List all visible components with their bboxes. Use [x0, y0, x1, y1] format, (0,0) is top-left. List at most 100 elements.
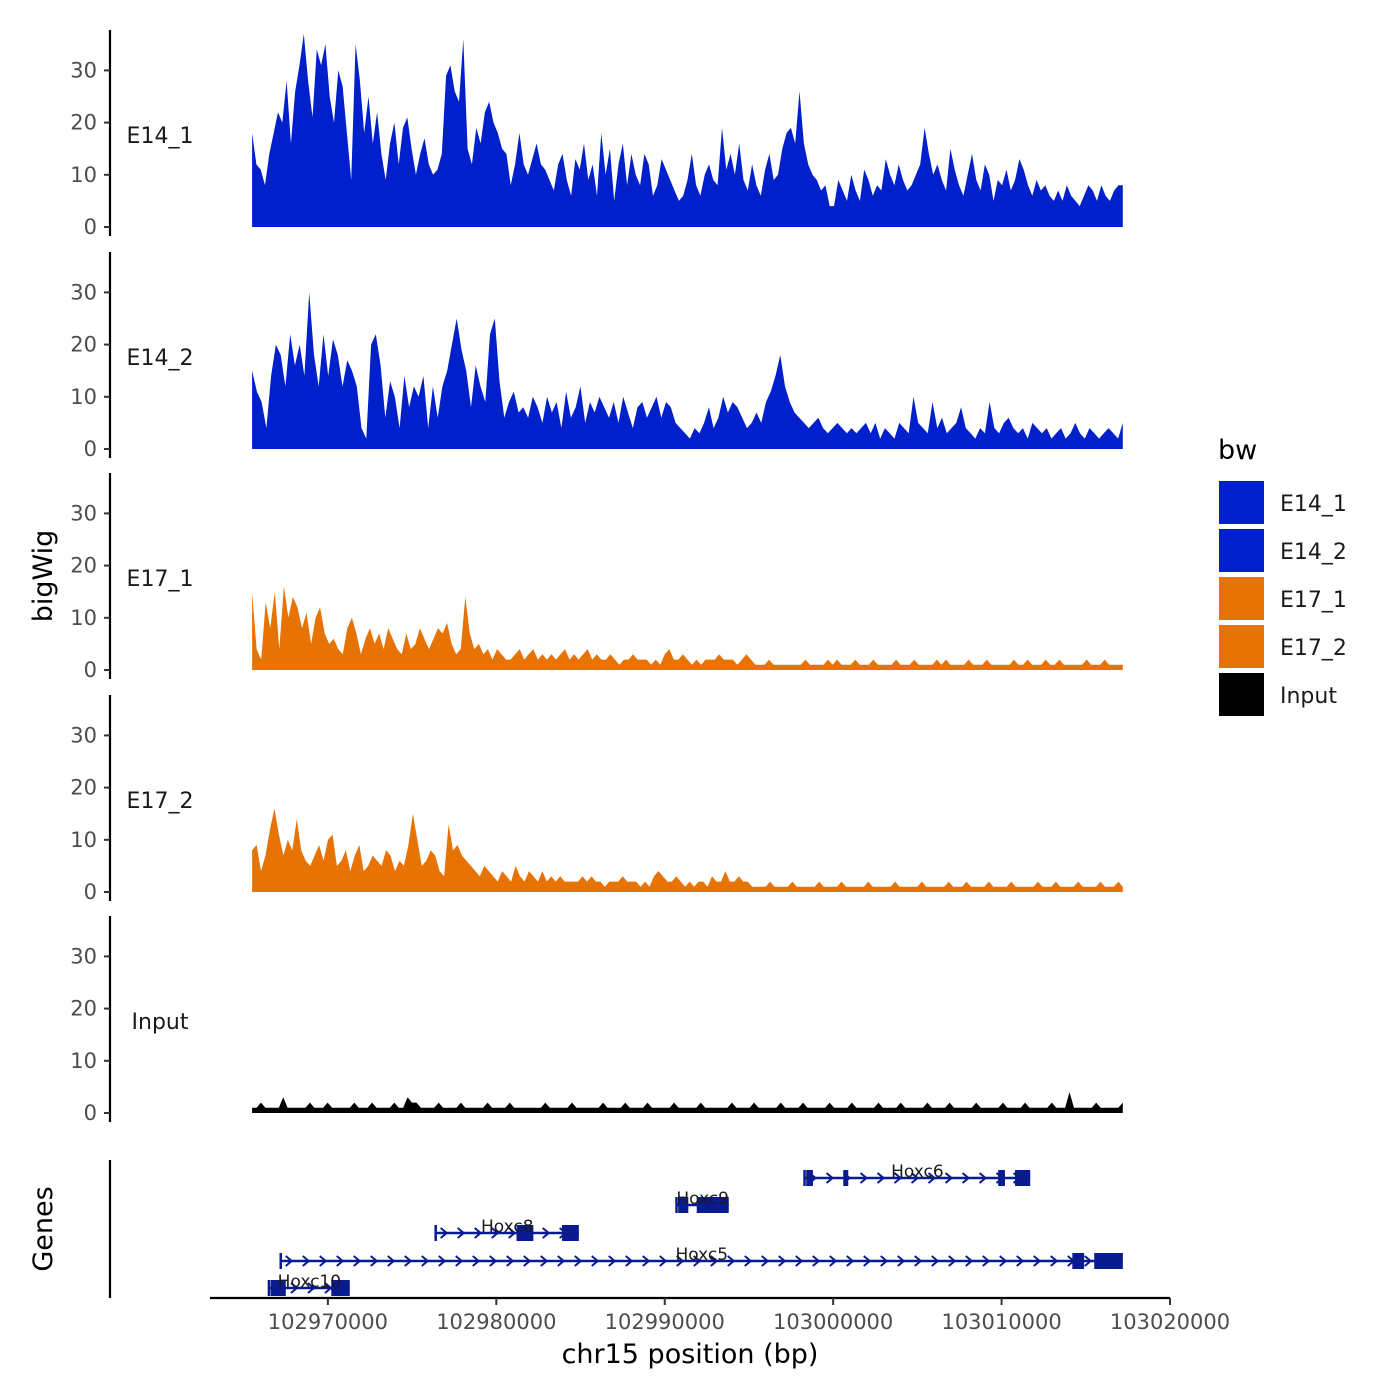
strand-arrow — [893, 1172, 903, 1184]
x-tick-label: 103020000 — [1110, 1310, 1230, 1334]
y-tick-label: 0 — [84, 658, 97, 682]
y-tick-label: 10 — [70, 828, 97, 852]
legend-swatch — [1219, 673, 1264, 716]
track-E14_1: 0 10 20 30 E14_1 — [70, 30, 1123, 239]
strand-arrow — [778, 1255, 787, 1267]
track-label: E17_2 — [127, 789, 194, 814]
x-tick-label: 102980000 — [436, 1310, 556, 1334]
strand-arrow — [474, 1227, 483, 1239]
y-tick-label: 20 — [70, 111, 97, 135]
y-tick-label: 0 — [84, 880, 97, 904]
gene-exon — [696, 1197, 729, 1213]
y-axis-title-bigwig: bigWig — [28, 530, 59, 623]
y-axis-title-genes: Genes — [28, 1186, 59, 1271]
gene-exon — [331, 1280, 350, 1296]
strand-arrow — [910, 1172, 920, 1184]
gene-exon — [998, 1170, 1005, 1186]
y-tick-label: 0 — [84, 437, 97, 461]
track-E14_2: 0 10 20 30 E14_2 — [70, 252, 1123, 461]
strand-arrow — [457, 1227, 466, 1239]
gene-Hoxc5: Hoxc5 — [279, 1245, 1123, 1269]
strand-arrow — [676, 1255, 685, 1267]
strand-arrow — [927, 1172, 937, 1184]
strand-arrow — [880, 1255, 889, 1267]
legend-item-E14_2: E14_2 — [1219, 529, 1347, 572]
strand-arrow — [285, 1255, 294, 1267]
strand-arrow — [1050, 1255, 1059, 1267]
strand-arrow — [625, 1255, 634, 1267]
strand-arrow — [859, 1172, 869, 1184]
strand-arrow — [591, 1255, 600, 1267]
gene-track: Hoxc6 Hoxc9 Hoxc8 Hoxc5 Hoxc10 — [108, 1160, 1123, 1298]
gene-Hoxc8: Hoxc8 — [434, 1217, 579, 1241]
legend-item-E17_2: E17_2 — [1219, 625, 1347, 668]
legend-label: E17_2 — [1280, 636, 1347, 661]
y-tick-label: 30 — [70, 723, 97, 747]
strand-arrow — [693, 1255, 702, 1267]
y-tick-label: 20 — [70, 776, 97, 800]
strand-arrow — [642, 1255, 651, 1267]
strand-arrow — [1016, 1255, 1025, 1267]
legend-item-Input: Input — [1219, 673, 1337, 716]
y-tick-label: 10 — [70, 385, 97, 409]
x-axis: 102970000 102980000 102990000 103000000 1030… — [210, 1296, 1230, 1334]
strand-arrow — [370, 1255, 379, 1267]
y-tick-label: 10 — [70, 1049, 97, 1073]
strand-arrow — [914, 1255, 923, 1267]
strand-arrow — [290, 1282, 299, 1294]
gene-exon — [1072, 1253, 1085, 1269]
strand-arrow — [319, 1255, 328, 1267]
strand-arrow — [324, 1282, 333, 1294]
strand-arrow — [523, 1255, 532, 1267]
signal-area-E17_1 — [252, 586, 1123, 670]
strand-arrow — [761, 1255, 770, 1267]
strand-arrow — [876, 1172, 886, 1184]
strand-arrow — [542, 1227, 551, 1239]
strand-arrow — [404, 1255, 413, 1267]
strand-arrow — [302, 1255, 311, 1267]
gene-label: Hoxc8 — [481, 1217, 534, 1237]
x-axis-title: chr15 position (bp) — [562, 1339, 819, 1370]
strand-arrow — [574, 1255, 583, 1267]
track-label: E14_1 — [127, 124, 194, 149]
legend-item-E14_1: E14_1 — [1219, 481, 1347, 524]
x-tick-label: 102990000 — [605, 1310, 725, 1334]
track-Input: 0 10 20 30 Input — [70, 916, 1123, 1125]
strand-arrow — [863, 1255, 872, 1267]
y-tick-label: 10 — [70, 163, 97, 187]
strand-arrow — [795, 1255, 804, 1267]
gene-label: Hoxc9 — [676, 1189, 729, 1209]
strand-arrow — [421, 1255, 430, 1267]
legend-swatch — [1219, 529, 1264, 572]
y-tick-label: 30 — [70, 58, 97, 82]
legend-label: E17_1 — [1280, 588, 1347, 613]
gene-exon — [1015, 1170, 1031, 1186]
track-E17_2: 0 10 20 30 E17_2 — [70, 695, 1123, 904]
bigwig-tracks: 0 10 20 30 E14_1 0 10 20 30 E14_2 0 10 20 30 E17_1 0 10 2… — [70, 30, 1123, 1125]
legend-label: E14_1 — [1280, 492, 1347, 517]
strand-arrow — [491, 1227, 500, 1239]
x-tick-label: 103000000 — [773, 1310, 893, 1334]
strand-arrow — [727, 1255, 736, 1267]
gene-label: Hoxc10 — [278, 1272, 341, 1292]
strand-arrow — [812, 1255, 821, 1267]
strand-arrow — [387, 1255, 396, 1267]
strand-arrow — [999, 1255, 1008, 1267]
y-tick-label: 20 — [70, 997, 97, 1021]
strand-arrow — [659, 1255, 668, 1267]
strand-arrow — [438, 1255, 447, 1267]
gene-Hoxc10: Hoxc10 — [267, 1272, 350, 1296]
strand-arrow — [557, 1255, 566, 1267]
x-tick-label: 103010000 — [941, 1310, 1061, 1334]
track-label: Input — [132, 1010, 189, 1035]
strand-arrow — [978, 1172, 988, 1184]
signal-area-Input — [252, 1092, 1123, 1113]
y-tick-label: 10 — [70, 606, 97, 630]
strand-arrow — [608, 1255, 617, 1267]
strand-arrow — [825, 1172, 835, 1184]
legend-swatch — [1219, 481, 1264, 524]
gene-exon — [806, 1170, 813, 1186]
strand-arrow — [965, 1255, 974, 1267]
strand-arrow — [506, 1255, 515, 1267]
